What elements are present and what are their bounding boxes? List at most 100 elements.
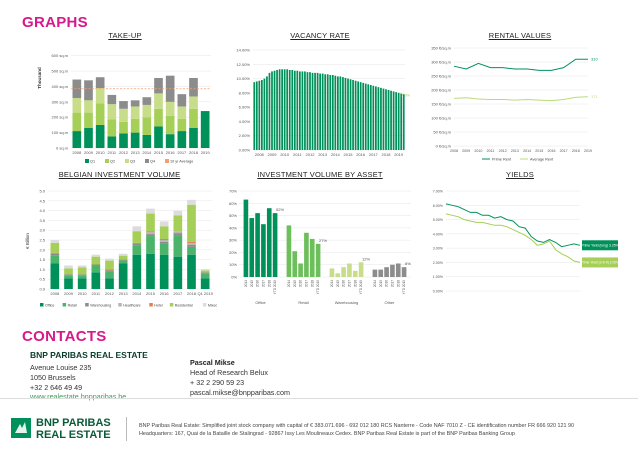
legal-line2: Headquarters: 167, Quai de la Bataille d… (139, 431, 515, 437)
take-up-bar-q2 (119, 121, 128, 134)
x-tick-label: 2018 (187, 291, 197, 296)
asset-value-label: 12% (362, 256, 370, 261)
take-up-bar-q1 (189, 128, 198, 148)
y-tick-label: 0.00% (239, 148, 251, 153)
y-tick-label: 30% (229, 238, 237, 243)
take-up-bar-q2 (142, 117, 152, 135)
legend-swatch (85, 303, 89, 307)
vacancy-bar (375, 86, 377, 150)
investment-bar-5 (118, 255, 128, 260)
investment-bar-2 (187, 244, 196, 247)
asset-group-label: Retail (298, 300, 308, 305)
investment-bar-1 (91, 265, 101, 273)
x-tick-label: 2009 (84, 150, 94, 155)
yield-end-label: Prime Yield (long) 3.25% (581, 244, 618, 248)
vacancy-bar (324, 74, 327, 150)
x-tick-label: 2009 (64, 291, 74, 296)
vacancy-bar (278, 69, 281, 150)
vacancy-last-label: 7.8% (401, 92, 411, 97)
vacancy-bar (380, 87, 382, 150)
vacancy-bar (293, 70, 296, 150)
investment-bar-0 (159, 254, 169, 289)
yield-end-label: Prime Yield (3-6-9) 2.00% (581, 261, 620, 265)
x-tick-label: 2017 (369, 152, 379, 157)
take-up-bar-q1 (177, 131, 187, 148)
investment-bar-1 (64, 275, 73, 279)
yields-chart: 0.00% 1.00% 2.00% 3.00% 4.00% 5.00% 6.00% 7.00%… (433, 190, 620, 294)
x-tick-label: 2014 (132, 291, 142, 296)
asset-bar-retail (292, 251, 298, 277)
asset-year-label: 2014 (244, 280, 248, 287)
contact-street: Avenue Louise 235 (30, 363, 92, 372)
investment-bar-1 (146, 236, 155, 254)
investment-bar-0 (173, 256, 183, 289)
take-up-bar-q2 (154, 108, 163, 127)
y-tick-label: 0 €/sq.m (436, 144, 452, 149)
y-tick-label: 2.00% (239, 133, 251, 138)
take-up-bar-q3 (107, 104, 117, 120)
rental-line-average (453, 96, 589, 102)
vacancy-panel: VACANCY RATE 0.00% 2.00% 4.00% 6.00% 8.00% 10… (225, 31, 415, 166)
y-tick-label: 60% (229, 201, 237, 206)
take-up-bar-q4 (95, 77, 105, 88)
take-up-bar-q3 (130, 106, 140, 119)
legend-label: Residential (175, 303, 193, 307)
y-tick-label: 0.0 (39, 287, 45, 292)
vacancy-bar (255, 81, 258, 150)
investment-bar-1 (77, 275, 87, 279)
y-tick-label: 4.0 (39, 208, 45, 213)
asset-year-label: YTD 2019 (402, 280, 406, 295)
y-tick-label: 3.5 (39, 218, 45, 223)
legend-label: Prime Rent (492, 158, 512, 162)
x-tick-label: 2015 (154, 150, 164, 155)
contact-website-link[interactable]: www.realestate.bnpparibas.be (30, 392, 127, 401)
legend-label: Q4 (150, 160, 155, 164)
investment-bar-0 (64, 278, 73, 289)
vacancy-bar (367, 84, 370, 150)
asset-group-label: Other (384, 300, 395, 305)
investment-bar-3 (159, 240, 169, 242)
investment-bar-1 (105, 271, 114, 279)
vacancy-bar (276, 70, 278, 150)
take-up-bar-q1 (95, 124, 105, 148)
vacancy-bar (261, 80, 263, 150)
take-up-bar-q2 (177, 118, 187, 132)
take-up-bar-q3 (154, 93, 163, 109)
investment-bar-6 (200, 269, 210, 271)
x-tick-label: 2018 (572, 149, 580, 153)
y-tick-label: 2.00% (433, 261, 444, 265)
y-tick-label: 4.00% (239, 119, 251, 124)
vacancy-bar (326, 74, 329, 150)
x-tick-label: 2019 (394, 152, 404, 157)
legend-swatch (202, 303, 207, 307)
person-email[interactable]: pascal.mikse@bnpparibas.com (190, 388, 290, 397)
vacancy-bar (334, 75, 337, 150)
vacancy-bar (344, 77, 347, 150)
vacancy-bar (377, 87, 380, 150)
person-name: Pascal Mikse (190, 358, 235, 367)
asset-bar-office (255, 213, 260, 277)
vacancy-bar (400, 93, 403, 150)
y-tick-label: 100 sq.m (52, 130, 69, 135)
take-up-bar-q3 (72, 98, 82, 113)
asset-bar-retail (304, 232, 309, 277)
asset-year-label: 2015 (379, 280, 383, 287)
legend-label: Mixed & Others (208, 303, 217, 307)
investment-chart: € Billion 0.0 0.5 1.0 1.5 2.0 2.5 3.0 3.5 4.0 4.5 5… (25, 189, 217, 308)
asset-year-label: YTD 2019 (359, 280, 363, 295)
investment-bar-1 (200, 273, 210, 279)
investment-bar-0 (105, 278, 114, 289)
x-tick-label: 2010 (78, 291, 88, 296)
vacancy-bar (364, 83, 367, 150)
investment-bar-0 (200, 278, 210, 289)
investment-bar-5 (159, 226, 169, 240)
asset-bar-other (401, 267, 407, 277)
asset-year-label: 2017 (261, 280, 265, 287)
by-asset-chart: 0%10%20%30%40%50%60%70%2014 2015 2016 2017 2… (229, 189, 411, 306)
vacancy-bar (392, 91, 395, 150)
y-tick-label: 50 €/sq.m (433, 130, 451, 135)
investment-bar-4 (146, 231, 155, 233)
x-tick-label: 2014 (523, 149, 531, 153)
bnp-logo-icon (11, 418, 31, 438)
asset-year-label: 2016 (385, 280, 389, 287)
